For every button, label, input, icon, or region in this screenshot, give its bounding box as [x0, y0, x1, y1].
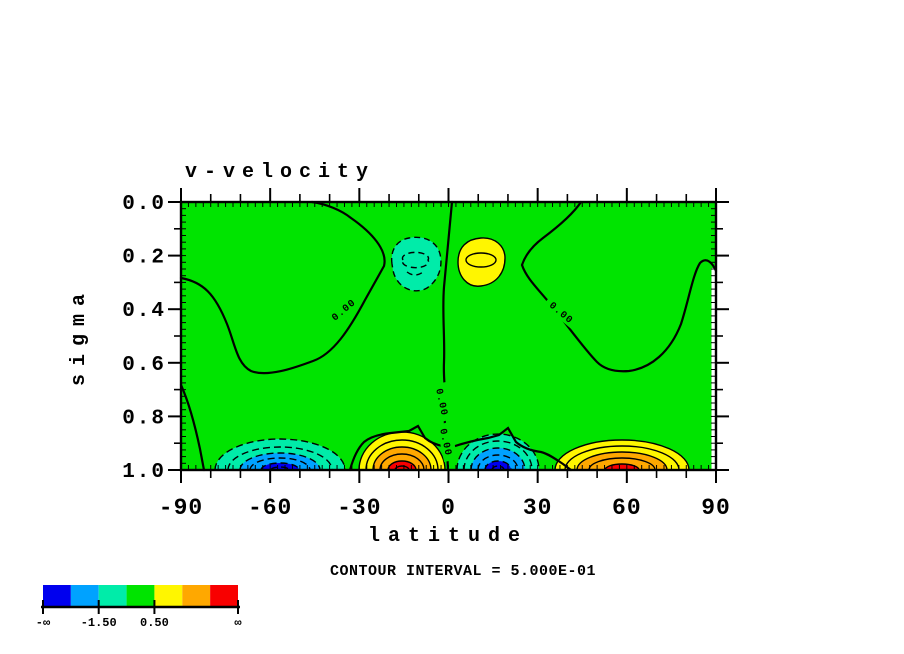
zero-contour-right-hook: [520, 200, 718, 373]
y-tick-label: 0.2: [122, 247, 166, 270]
colorbar-cell: [43, 585, 71, 607]
x-tick-label: 60: [612, 495, 642, 521]
colorbar-cell: [154, 585, 183, 607]
colorbar-cell: [126, 585, 155, 607]
y-tick-label: 0.4: [122, 300, 166, 323]
x-tick-label: -30: [337, 495, 381, 521]
colorbar-cell: [98, 585, 127, 607]
colorbar-tick-label: -∞: [36, 616, 51, 630]
colorbar-tick-label: 0.50: [140, 616, 169, 630]
axis-tick-labels: -90 -60 -30 0 30 60 90 0.0 0.2 0.4 0.6 0.8 1.0: [122, 193, 731, 521]
zero-contour-surface-north: [450, 426, 573, 472]
colorbar-tick-label: -1.50: [81, 616, 117, 630]
colorbar-cell: [70, 585, 99, 607]
x-tick-label: 30: [523, 495, 553, 521]
contour-interval-note: CONTOUR INTERVAL = 5.000E-01: [330, 563, 596, 580]
mid-level-positive-cell: [457, 237, 506, 287]
colorbar-tick-label: ∞: [234, 616, 242, 630]
y-tick-label: 1.0: [122, 461, 166, 484]
colorbar-cell: [182, 585, 211, 607]
zero-contour-surface-south: [348, 424, 445, 472]
x-tick-label: 0: [441, 495, 456, 521]
y-axis-label: sigma: [68, 286, 91, 386]
y-tick-label: 0.0: [122, 193, 166, 216]
y-tick-label: 0.8: [122, 407, 166, 430]
colorbar: -∞ -1.50 0.50 ∞: [36, 585, 242, 630]
plot-area: 0.00 0.00 0.00 0.00: [179, 200, 718, 472]
mid-level-negative-cell: [390, 236, 442, 292]
y-tick-label: 0.6: [122, 354, 166, 377]
plot-title: v-velocity: [185, 161, 375, 184]
x-axis-label: latitude: [368, 525, 528, 548]
x-tick-label: 90: [701, 495, 731, 521]
colorbar-cell: [210, 585, 238, 607]
plot-frame: [179, 200, 718, 472]
zero-contour-left-hook: [179, 200, 386, 375]
near-surface-positive-cell-south: [358, 431, 446, 471]
near-surface-positive-cell-north: [554, 439, 690, 471]
x-tick-label: -60: [248, 495, 292, 521]
x-tick-label: -90: [159, 495, 203, 521]
zero-contour-south-pole: [179, 383, 206, 472]
